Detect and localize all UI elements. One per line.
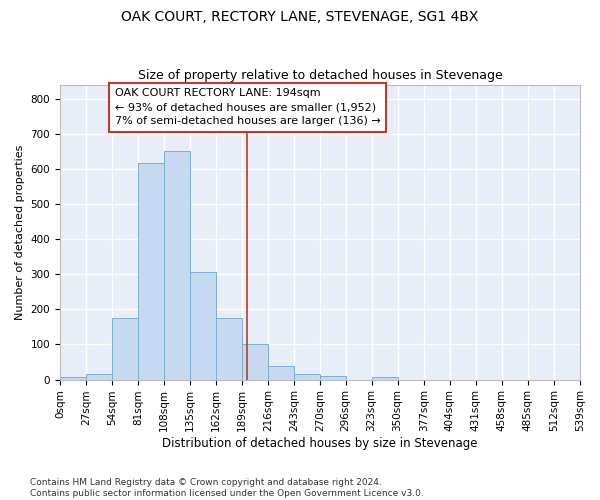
Bar (320, 376, 346, 380)
Bar (86, 374, 112, 380)
Y-axis label: Number of detached properties: Number of detached properties (15, 144, 25, 320)
Text: OAK COURT, RECTORY LANE, STEVENAGE, SG1 4BX: OAK COURT, RECTORY LANE, STEVENAGE, SG1 … (121, 10, 479, 24)
Bar (242, 344, 268, 380)
Bar (371, 377, 398, 380)
Bar (164, 152, 190, 380)
Bar (190, 272, 216, 380)
Bar (138, 162, 164, 380)
Bar (60, 377, 86, 380)
Bar (268, 366, 295, 380)
Text: OAK COURT RECTORY LANE: 194sqm
← 93% of detached houses are smaller (1,952)
7% o: OAK COURT RECTORY LANE: 194sqm ← 93% of … (115, 88, 380, 126)
Bar (112, 318, 138, 380)
Bar (216, 318, 242, 380)
X-axis label: Distribution of detached houses by size in Stevenage: Distribution of detached houses by size … (162, 437, 478, 450)
Text: Contains HM Land Registry data © Crown copyright and database right 2024.
Contai: Contains HM Land Registry data © Crown c… (30, 478, 424, 498)
Title: Size of property relative to detached houses in Stevenage: Size of property relative to detached ho… (137, 69, 502, 82)
Bar (295, 374, 320, 380)
